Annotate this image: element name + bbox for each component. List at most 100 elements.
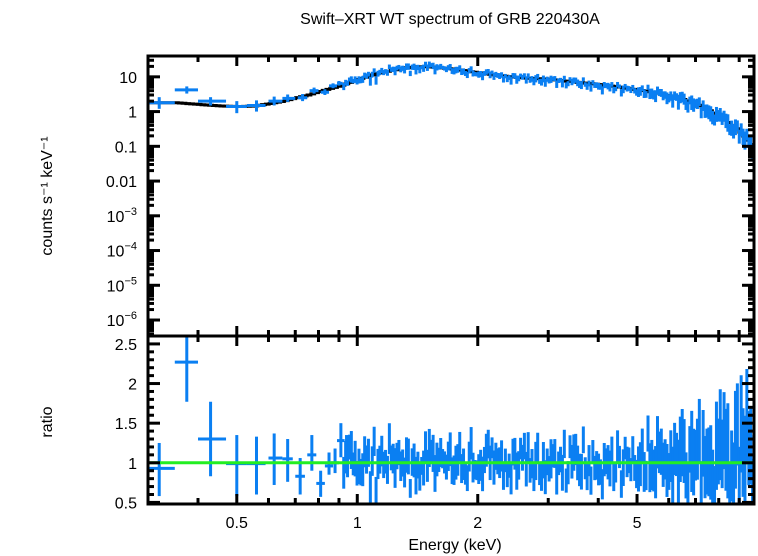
plot-frames <box>146 54 756 506</box>
tick-base: 10 <box>107 313 125 330</box>
tick-base: 10 <box>107 244 125 261</box>
tick-exponent: −6 <box>124 310 137 322</box>
ratio-data-point <box>600 469 604 500</box>
spectrum-data-point <box>486 69 490 74</box>
spectrum-data-point <box>448 64 452 70</box>
y-tick-label: 1 <box>128 105 137 122</box>
ratio-data-point <box>610 436 614 465</box>
spectrum-data-point <box>644 91 648 98</box>
spectrum-data-point <box>587 80 591 87</box>
x-tick-label: 2 <box>473 515 482 532</box>
chart-title: Swift–XRT WT spectrum of GRB 220430A <box>300 11 600 28</box>
ratio-data-point <box>566 461 570 485</box>
spectrum-data-point <box>372 68 376 73</box>
spectrum-data-point <box>610 82 614 87</box>
spectrum-data-point <box>370 71 374 78</box>
ratio-data-point <box>617 445 621 469</box>
ratio-data-point <box>587 445 591 477</box>
ratio-data-point <box>226 435 247 497</box>
spectrum-data-point <box>513 73 517 79</box>
x-axis-label: Energy (keV) <box>408 537 501 554</box>
ratio-data-point <box>501 461 505 490</box>
ratio-data-point <box>174 336 199 402</box>
ratio-data-point <box>368 471 372 503</box>
spectrum-data-points <box>148 61 756 161</box>
spectrum-data-point <box>458 65 462 71</box>
ratio-data-point <box>422 450 426 486</box>
spectrum-data-point <box>745 128 749 141</box>
ratio-data-point <box>713 466 717 504</box>
ratio-data-point <box>465 465 469 492</box>
y-tick-label: 10−6 <box>107 310 137 330</box>
x-tick-label: 1 <box>353 515 362 532</box>
ratio-panel: 0.5 1 1.5 2 2.5 ratio <box>39 336 756 512</box>
x-tick-label: 0.5 <box>226 515 248 532</box>
ratio-data-point <box>513 437 517 470</box>
spectrum-data-point <box>462 68 466 75</box>
ratio-data-point <box>524 451 528 487</box>
spectrum-data-point <box>374 76 378 85</box>
y-tick-label: 10−3 <box>107 206 137 226</box>
ratio-data-point <box>631 436 635 464</box>
spectrum-data-point <box>424 61 428 67</box>
ratio-data-point <box>372 426 376 456</box>
y-tick-label: 0.01 <box>106 174 137 191</box>
spectrum-data-point <box>739 123 743 137</box>
y-tick-label: 2 <box>128 377 137 394</box>
spectrum-data-point <box>282 94 296 102</box>
ratio-data-point <box>562 429 566 459</box>
ratio-data-point <box>469 427 473 460</box>
spectrum-data-point <box>654 90 658 103</box>
ratio-data-point <box>591 440 595 465</box>
spectrum-data-point <box>713 115 717 126</box>
spectrum-data-point <box>686 101 690 113</box>
ratio-frame <box>146 334 756 506</box>
spectrum-data-point <box>629 88 633 94</box>
ratio-data-point <box>614 463 618 483</box>
tick-exponent: −4 <box>124 241 137 253</box>
y-tick-label: 1.5 <box>115 416 137 433</box>
ratio-data-points <box>148 336 756 504</box>
spectrum-data-point <box>524 76 528 84</box>
spectrum-data-point <box>631 84 635 90</box>
spectrum-data-point <box>646 84 650 90</box>
spectrum-data-point <box>346 80 350 86</box>
spectrum-data-point <box>608 83 612 92</box>
ratio-data-point <box>541 442 545 479</box>
spectrum-data-point <box>408 70 412 77</box>
spectrum-data-point <box>268 96 283 106</box>
ratio-data-point <box>316 470 325 497</box>
ratio-data-point <box>686 462 690 504</box>
ratio-data-point <box>737 446 741 504</box>
spectrum-data-point <box>616 81 620 88</box>
y-tick-label: 2.5 <box>115 337 137 354</box>
spectrum-data-point <box>366 71 370 77</box>
spectrum-data-point <box>329 83 338 89</box>
ratio-data-point <box>526 432 530 464</box>
ratio-data-point <box>148 442 175 497</box>
spectrum-data-point <box>490 70 494 74</box>
spectrum-data-point <box>431 62 435 70</box>
spectrum-data-point <box>560 79 564 88</box>
ratio-data-point <box>621 449 625 487</box>
spectrum-data-point <box>148 97 175 109</box>
model-curve <box>148 65 756 150</box>
ratio-data-point <box>448 432 452 467</box>
spectrum-data-point <box>309 87 319 94</box>
ratio-data-point <box>282 439 293 482</box>
spectrum-data-point <box>503 73 507 79</box>
spectrum-data-point <box>246 100 266 112</box>
y-tick-label: 10 <box>119 70 137 87</box>
ratio-data-point <box>697 398 701 462</box>
spectrum-data-point <box>418 66 422 74</box>
ratio-data-point <box>646 415 650 452</box>
ratio-data-point <box>385 455 389 484</box>
spectrum-data-point <box>406 63 410 70</box>
spectrum-data-point <box>562 75 566 81</box>
spectrum-data-point <box>342 83 346 91</box>
spectrum-data-point <box>422 64 426 72</box>
ratio-data-point <box>735 383 739 466</box>
ratio-data-point <box>387 423 391 455</box>
